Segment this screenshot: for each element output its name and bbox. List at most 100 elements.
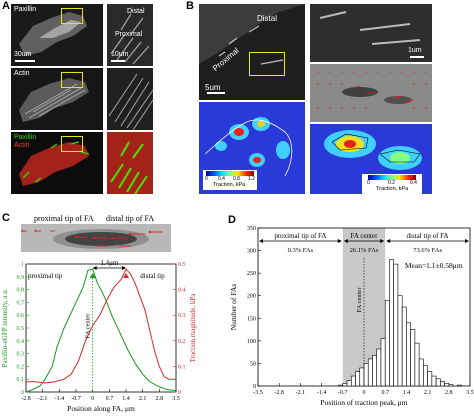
y-right-tick-label: 0 (178, 390, 181, 396)
y-tick-label: 0.9 (17, 275, 25, 281)
proximal-arrowhead (337, 239, 342, 243)
x-tick-label: -1.4 (55, 396, 65, 402)
histogram-bar (350, 375, 356, 387)
zoom-scale-bar (111, 60, 125, 62)
zoom-image-right: 1um (310, 4, 432, 62)
merge-paxillin-label: Paxillin (14, 134, 37, 141)
colorbar-label: Traction, kPa (376, 186, 409, 192)
x-tick-label: 3.5 (466, 390, 474, 396)
colorbar-left: 0 0.4 0.8 1.2 Traction, kPa (203, 170, 257, 190)
colorbar-tick-1: 0.4 (218, 176, 225, 182)
y-tick-label: 0.6 (17, 313, 25, 319)
x-tick-label: -2.1 (296, 390, 306, 396)
paxillin-zoom-image: Distal Proximal 10um (107, 4, 153, 66)
histogram-bar (384, 299, 390, 387)
colorbar-gradient (206, 171, 254, 176)
histogram-bar (427, 371, 433, 387)
panel-a-letter: A (2, 0, 10, 12)
proximal-tip-annotation: proximal tip (28, 272, 63, 280)
distal-label: Distal (257, 14, 278, 23)
histogram-bar (440, 381, 445, 387)
distance-arrowhead (122, 266, 126, 270)
histogram-bar (363, 363, 369, 387)
paxillin-peak-marker (89, 273, 96, 278)
x-tick-label: -2.8 (274, 390, 284, 396)
y-tick-label: 150 (247, 316, 256, 322)
traction-magnitude-line (26, 268, 176, 384)
paxillin-label: Paxillin (14, 6, 37, 13)
distal-label: Distal (127, 8, 145, 15)
actin-zoom-image (107, 68, 153, 130)
scale-label: 30um (14, 51, 32, 58)
panel-b-letter: B (186, 0, 194, 12)
x-tick-label: -3.5 (253, 390, 263, 396)
y-tick-label: 350 (247, 226, 256, 232)
merge-cell-image: Paxillin Actin (11, 132, 103, 194)
histogram-bar (380, 338, 386, 387)
distal-tip-label: distal tip of FA (106, 214, 155, 223)
distance-arrowhead (92, 266, 97, 270)
y-tick-label: 0.5 (17, 326, 25, 332)
mean-label: Mean=1.1±0.58μm (405, 261, 463, 270)
y-tick-label: 0.3 (17, 352, 25, 358)
actin-cell-image: Actin (11, 68, 103, 130)
cell-edge-image: Distal Proximal 5um (199, 4, 305, 100)
y-tick-label: 50 (250, 361, 256, 367)
scale-bar (207, 92, 225, 94)
y-tick-label: 0.4 (17, 339, 25, 345)
fa-center-label: FA center (85, 313, 92, 339)
y-right-tick-label: 0.5 (178, 262, 186, 268)
x-axis-label: Position along FA, μm (67, 404, 135, 413)
y-tick-label: 250 (247, 271, 256, 277)
traction-map-right: 0 0.2 0.4 Traction, kPa (310, 124, 432, 194)
histogram-bar (393, 263, 399, 387)
y-axis-label: Paxillin-eGFP intensity, a.u. (1, 288, 9, 367)
histogram-bar (355, 371, 361, 387)
colorbar-tick-2: 0.8 (233, 176, 240, 182)
fa-center-vertical-label: FA center (356, 287, 363, 313)
zoom-region-box (61, 72, 83, 88)
zoom-scale-bar (410, 56, 424, 58)
y-axis-label: Number of FAs (229, 284, 238, 331)
y-right-tick-label: 0.1 (178, 364, 186, 370)
y-right-tick-label: 0.3 (178, 313, 186, 319)
y-tick-label: 0.2 (17, 364, 25, 370)
traction-vector-image (310, 64, 432, 122)
proximal-tip-label: proximal tip of FA (34, 214, 94, 223)
colorbar-tick-0: 0 (205, 176, 208, 182)
colorbar-label: Traction, kPa (213, 182, 246, 188)
y-tick-label: 0 (253, 384, 256, 390)
colorbar-tick-2: 0.4 (410, 180, 417, 186)
colorbar-tick-3: 1.2 (248, 176, 255, 182)
zoom-region-box (61, 8, 83, 24)
paxillin-intensity-line (25, 268, 177, 393)
distal-arrowhead (386, 239, 391, 243)
histogram-bar (367, 358, 373, 387)
y-right-tick-label: 0.2 (178, 339, 186, 345)
pct-left-label: 0.3% FAs (288, 247, 314, 254)
distance-label: 1.4μm (100, 259, 119, 267)
scale-bar (15, 60, 35, 62)
actin-label: Actin (14, 70, 30, 77)
x-tick-label: -0.7 (71, 396, 81, 402)
x-tick-label: 0.7 (106, 396, 114, 402)
merge-zoom-image (107, 132, 153, 194)
traction-map-left: 0 0.4 0.8 1.2 Traction, kPa (199, 102, 305, 194)
x-tick-label: 2.8 (156, 396, 164, 402)
colorbar-tick-0: 0 (367, 180, 370, 186)
histogram-bar (423, 365, 428, 387)
x-tick-label: -2.1 (38, 396, 48, 402)
histogram-bar (346, 380, 352, 387)
proximal-label: Proximal (115, 31, 143, 38)
pct-right-label: 73.6% FAs (413, 247, 442, 254)
histogram-bar (397, 295, 403, 387)
panel-c-chart: -2.8 -2.1 -1.4 -0.7 0 0.7 1.4 2.1 2.8 3.500.10.20… (1, 259, 197, 413)
histogram-bar (444, 382, 450, 387)
center-arrowhead (343, 239, 348, 243)
x-tick-label: 0 (363, 390, 366, 396)
x-tick-label: -1.4 (317, 390, 327, 396)
histogram-bar (376, 348, 382, 387)
colorbar-right: 0 0.2 0.4 Traction, kPa (362, 174, 422, 194)
histogram-bar (401, 306, 407, 387)
histogram-bar (342, 382, 348, 387)
